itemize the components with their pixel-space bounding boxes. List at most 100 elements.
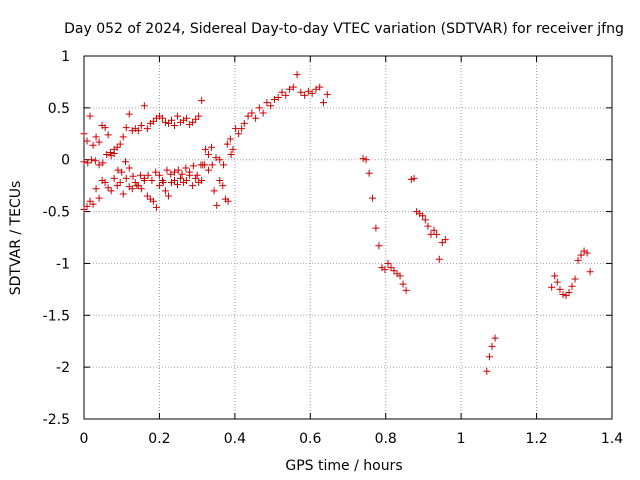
data-point (360, 155, 367, 162)
data-point (84, 138, 91, 145)
data-point (162, 119, 169, 126)
data-point (208, 144, 215, 151)
x-tick-label: 1 (457, 431, 466, 447)
data-point (403, 287, 410, 294)
data-point (202, 146, 209, 153)
y-axis-label: SDTVAR / TECUs (8, 181, 24, 296)
data-point (123, 175, 130, 182)
data-point (209, 161, 216, 168)
data-point (133, 182, 140, 189)
data-point (562, 292, 569, 299)
grid-lines (84, 56, 612, 419)
data-point (192, 116, 199, 123)
data-point (220, 161, 227, 168)
x-tick-label: 0.4 (224, 431, 246, 447)
data-point (194, 172, 201, 179)
data-point (205, 151, 212, 158)
data-point (138, 185, 145, 192)
data-point (569, 283, 576, 290)
data-point (162, 187, 169, 194)
data-point (195, 113, 202, 120)
data-point (235, 130, 242, 137)
series-upper-band (81, 97, 206, 159)
data-point (216, 177, 223, 184)
data-point (587, 268, 594, 275)
data-point (229, 146, 236, 153)
data-point (248, 110, 255, 117)
series-segment-1-24-1-34 (548, 247, 593, 299)
data-point (148, 177, 155, 184)
chart-title: Day 052 of 2024, Sidereal Day-to-day VTE… (64, 21, 624, 37)
data-point (256, 104, 263, 111)
data-point (137, 172, 144, 179)
data-point (483, 368, 490, 375)
data-point (219, 182, 226, 189)
y-tick-label: -0.5 (43, 205, 70, 221)
data-point (439, 239, 446, 246)
data-point (81, 130, 88, 137)
series-rising-segment (199, 71, 330, 209)
data-point (190, 162, 197, 169)
data-point (92, 157, 99, 164)
data-point (93, 185, 100, 192)
data-point (156, 182, 163, 189)
data-point (301, 92, 308, 99)
data-point (227, 135, 234, 142)
data-point (486, 353, 493, 360)
data-point (192, 175, 199, 182)
data-point (105, 184, 112, 191)
series-scattered-low (201, 141, 234, 174)
data-point (245, 113, 252, 120)
data-point (387, 264, 394, 271)
data-point (88, 156, 95, 163)
data-point (120, 190, 127, 197)
data-point (114, 182, 121, 189)
data-point (144, 193, 151, 200)
chart-area: Day 052 of 2024, Sidereal Day-to-day VTE… (0, 0, 640, 480)
data-point (260, 110, 267, 117)
data-point (96, 195, 103, 202)
data-point (369, 195, 376, 202)
data-point (436, 256, 443, 263)
data-point (294, 71, 301, 78)
data-point (108, 187, 115, 194)
x-tick-label: 0.6 (299, 431, 321, 447)
data-point (320, 99, 327, 106)
data-point (282, 92, 289, 99)
data-point (126, 111, 133, 118)
data-point (130, 173, 137, 180)
data-point (559, 291, 566, 298)
data-point (152, 169, 159, 176)
data-point (366, 170, 373, 177)
data-point (224, 141, 231, 148)
data-point (93, 133, 100, 140)
data-point (186, 169, 193, 176)
y-tick-label: -2 (56, 360, 70, 376)
data-point (84, 203, 91, 210)
data-point (578, 252, 585, 259)
data-point (165, 193, 172, 200)
data-point (375, 242, 382, 249)
plot-frame (84, 56, 612, 419)
data-point (153, 204, 160, 211)
data-point (145, 172, 152, 179)
series-segment-0-87-0-96 (408, 175, 449, 263)
y-tick-label: 0 (61, 153, 70, 169)
data-point (132, 179, 139, 186)
series-segment-1-07-1-09 (483, 335, 498, 375)
y-tick-label: -1 (56, 256, 70, 272)
x-tick-label: 0 (80, 431, 89, 447)
data-point (205, 167, 212, 174)
data-point (84, 159, 91, 166)
data-point (213, 202, 220, 209)
data-point (163, 167, 170, 174)
y-tick-label: 0.5 (48, 101, 70, 117)
data-point (198, 97, 205, 104)
data-point (182, 165, 189, 172)
data-point (556, 286, 563, 293)
series-segment-0-74-0-86 (360, 155, 410, 294)
data-point (297, 89, 304, 96)
data-point (111, 175, 118, 182)
data-point (391, 267, 398, 274)
data-point (554, 279, 561, 286)
